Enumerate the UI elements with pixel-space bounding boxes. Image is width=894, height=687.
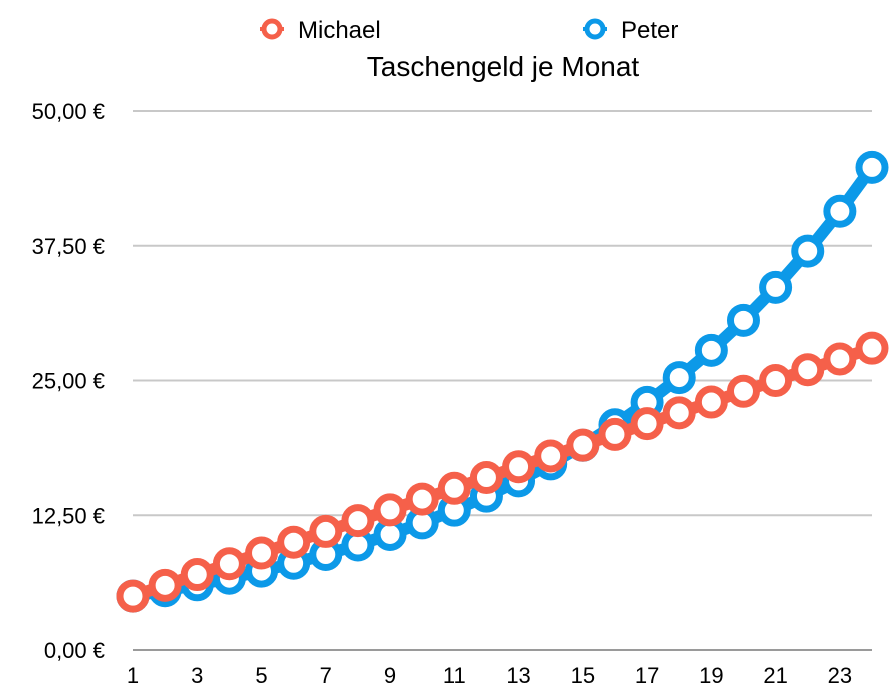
y-tick-label: 50,00 € [32,99,105,124]
data-point [694,385,728,419]
data-point [791,353,825,387]
data-point [759,364,793,397]
data-point [823,342,857,376]
data-point [726,303,760,337]
x-tick-label: 21 [763,663,787,687]
x-tick-label: 5 [255,663,267,687]
data-point [630,407,664,441]
data-point [598,417,632,451]
x-tick-label: 19 [699,663,723,687]
x-tick-label: 17 [635,663,659,687]
legend-label: Michael [298,17,381,44]
y-axis-ticks: 0,00 € 12,50 € 25,00 € 37,50 € 50,00 € [32,99,105,663]
legend-item-michael: Michael [260,17,381,44]
data-point [534,439,568,473]
data-point [694,333,728,367]
x-axis-ticks: 1 3 5 7 9 11 13 15 17 19 21 23 [127,663,852,687]
data-point [726,374,760,408]
data-point [373,493,407,527]
data-point [148,568,182,602]
series-michael [116,331,889,613]
y-tick-label: 25,00 € [32,369,105,394]
series-layer [116,150,889,613]
data-point [823,194,857,228]
y-tick-label: 37,50 € [32,234,105,259]
legend: Michael Peter [260,17,678,44]
x-tick-label: 15 [571,663,595,687]
data-point [469,461,503,495]
data-point [277,525,311,559]
legend-marker [584,18,606,40]
x-tick-label: 11 [443,663,466,687]
x-tick-label: 1 [127,663,139,687]
data-point [662,396,696,430]
data-point [180,558,214,592]
y-tick-label: 12,50 € [32,503,105,528]
data-point [662,361,696,395]
data-point [855,331,889,365]
data-point [245,536,279,570]
x-tick-label: 13 [506,663,530,687]
data-point [791,234,825,268]
y-tick-label: 0,00 € [44,638,105,663]
x-tick-label: 3 [191,663,203,687]
chart-title: Taschengeld je Monat [367,51,640,82]
data-point [341,504,375,538]
data-point [116,579,150,613]
x-tick-label: 23 [828,663,852,687]
data-point [309,514,343,548]
data-point [405,482,439,516]
data-point [212,547,246,581]
grid [133,110,872,651]
legend-item-peter: Peter [583,17,678,44]
data-point [566,428,600,462]
legend-label: Peter [621,17,678,44]
data-point [759,270,793,304]
data-point [502,450,536,484]
data-point [855,150,889,184]
legend-marker [261,18,283,40]
data-point [437,471,471,505]
x-tick-label: 7 [320,663,332,687]
x-tick-label: 9 [384,663,396,687]
